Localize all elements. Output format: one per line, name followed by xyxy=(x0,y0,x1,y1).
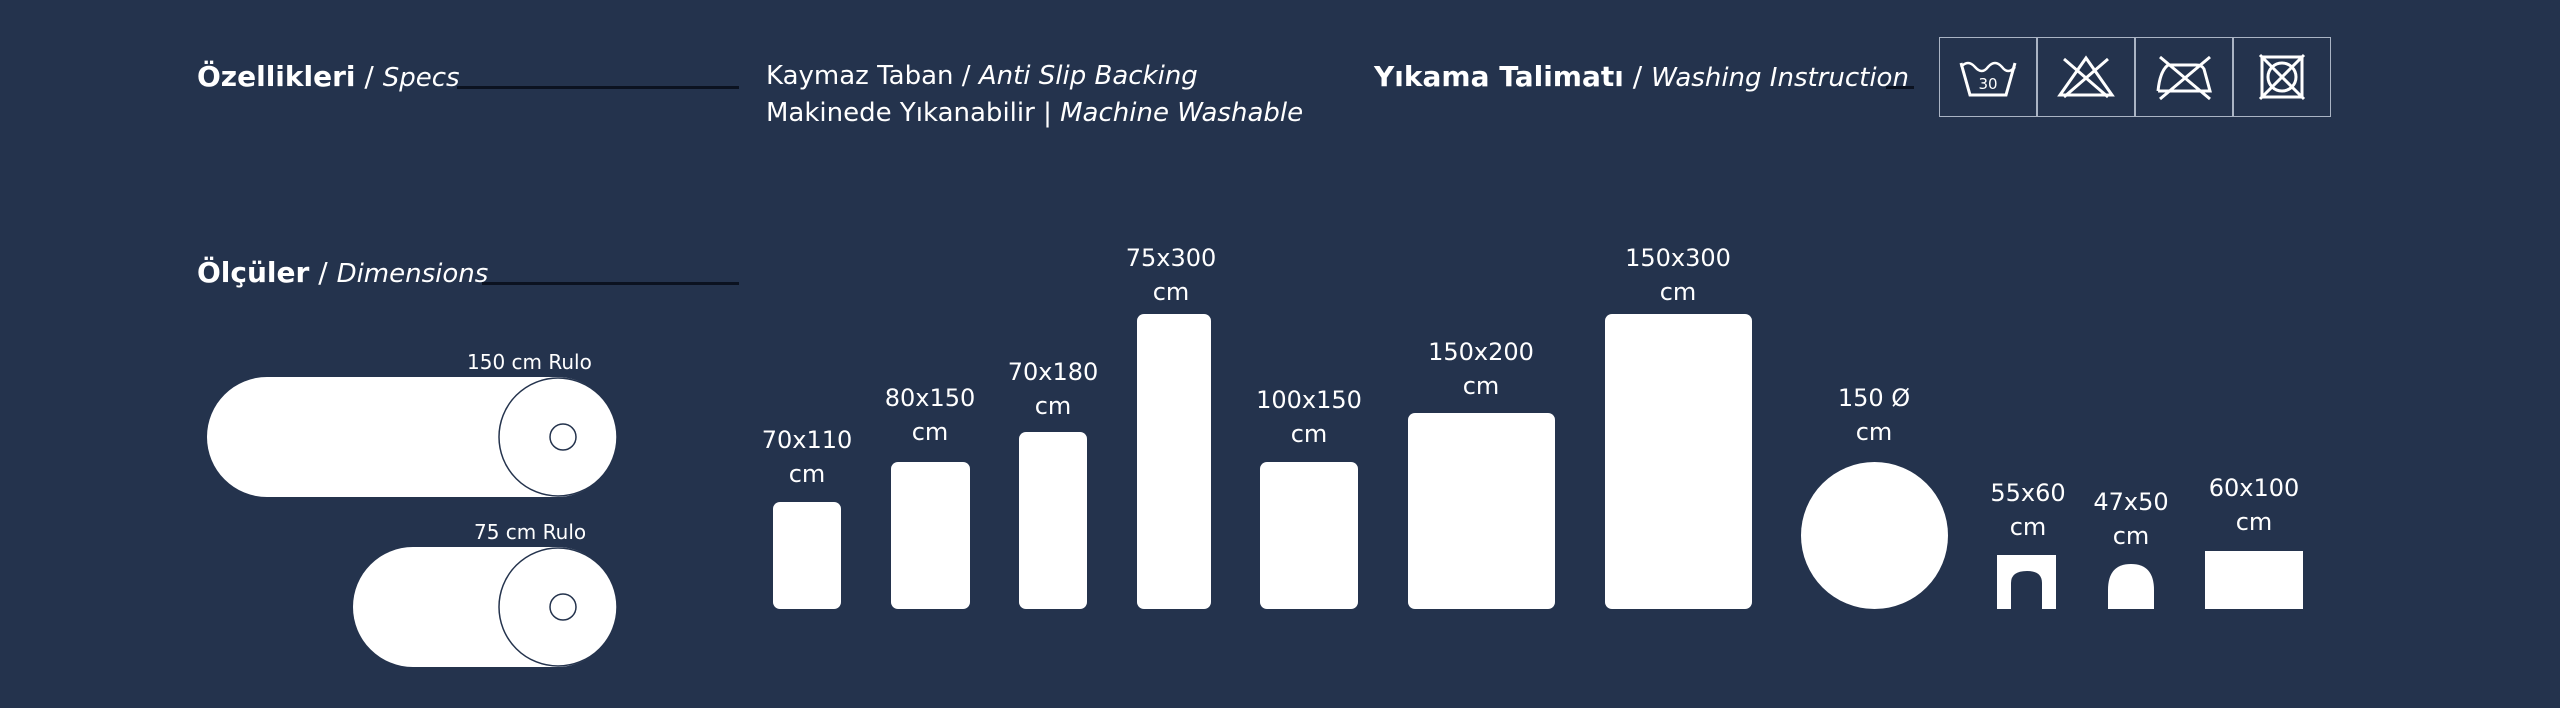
rug-75x300 xyxy=(1137,314,1211,609)
dimensions-heading: Ölçüler / Dimensions xyxy=(197,256,488,289)
specs-heading: Özellikleri / Specs xyxy=(197,60,460,93)
no-tumble-box xyxy=(2233,37,2331,117)
do-not-bleach-icon xyxy=(2057,55,2115,99)
rug-150x300 xyxy=(1605,314,1752,609)
roll-75-label: 75 cm Rulo xyxy=(474,520,587,544)
rug-70x180 xyxy=(1019,432,1087,609)
roll-150-label: 150 cm Rulo xyxy=(467,350,592,374)
size-label-75x300: 75x300 cm xyxy=(1125,244,1217,306)
toilet-mat-55x60 xyxy=(1997,555,2056,609)
lid-cover-47x50 xyxy=(2108,564,2154,609)
washing-title-tr: Yıkama Talimatı xyxy=(1374,60,1624,93)
washing-title-sep: / xyxy=(1623,60,1652,93)
spec-line-anti-slip: Kaymaz Taban / Anti Slip Backing xyxy=(766,61,1198,91)
washing-heading: Yıkama Talimatı / Washing Instruction xyxy=(1374,60,1909,93)
dimensions-title-tr: Ölçüler xyxy=(197,256,310,289)
specs-title-en: Specs xyxy=(382,63,460,93)
size-label-47x50: 47x50 cm xyxy=(2093,488,2169,550)
specs-title-sep: / xyxy=(355,60,383,93)
washing-title-en: Washing Instruction xyxy=(1651,63,1909,93)
rug-60x100 xyxy=(2205,551,2303,609)
size-label-80x150: 80x150 cm xyxy=(884,384,976,446)
svg-text:30: 30 xyxy=(1978,75,1997,93)
washing-rule xyxy=(1886,86,1914,89)
size-label-70x180: 70x180 cm xyxy=(1007,358,1099,420)
rug-100x150 xyxy=(1260,462,1358,609)
size-label-60x100: 60x100 cm xyxy=(2208,474,2300,536)
dimensions-rule xyxy=(482,282,739,285)
rug-150-round xyxy=(1801,462,1948,609)
no-iron-box xyxy=(2135,37,2233,117)
wash-30-icon: 30 xyxy=(1959,61,2017,97)
wash-30-box: 30 xyxy=(1939,37,2037,117)
spec-line-washable: Makinede Yıkanabilir | Machine Washable xyxy=(766,98,1304,128)
roll-150-graphic xyxy=(207,377,618,497)
size-label-70x110: 70x110 cm xyxy=(761,426,853,488)
rug-80x150 xyxy=(891,462,970,609)
size-label-100x150: 100x150 cm xyxy=(1256,386,1362,448)
size-label-150x300: 150x300 cm xyxy=(1625,244,1731,306)
specs-title-tr: Özellikleri xyxy=(197,60,356,93)
specs-rule xyxy=(457,86,739,89)
specs-list: Kaymaz Taban / Anti Slip Backing Makined… xyxy=(766,58,1303,132)
roll-75-graphic xyxy=(353,547,618,667)
size-label-150x200: 150x200 cm xyxy=(1428,338,1534,400)
dimensions-title-en: Dimensions xyxy=(336,259,489,289)
size-label-55x60: 55x60 cm xyxy=(1990,479,2066,541)
do-not-iron-icon xyxy=(2156,55,2212,101)
do-not-tumble-dry-icon xyxy=(2258,53,2306,101)
rug-150x200 xyxy=(1408,413,1555,609)
rug-70x110 xyxy=(773,502,841,609)
no-bleach-box xyxy=(2037,37,2135,117)
dimensions-title-sep: / xyxy=(309,256,337,289)
